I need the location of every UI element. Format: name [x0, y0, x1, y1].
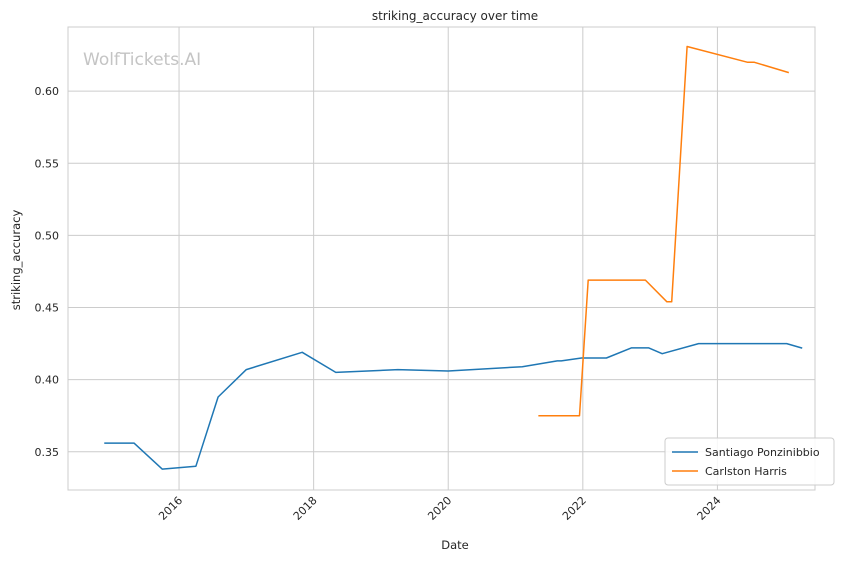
legend-label-carlston-harris: Carlston Harris — [705, 465, 787, 478]
series-lines — [104, 45, 803, 470]
y-tick-label: 0.40 — [35, 374, 60, 387]
y-tick-label: 0.50 — [35, 229, 60, 242]
legend-box — [664, 437, 835, 486]
y-tick-label: 0.55 — [35, 157, 60, 170]
y-tick-label: 0.35 — [35, 446, 60, 459]
series-line-santiago-ponzinibbio — [104, 342, 803, 470]
chart-title: striking_accuracy over time — [372, 9, 538, 23]
y-axis-label: striking_accuracy — [9, 210, 23, 311]
series-line-carlston-harris — [538, 45, 790, 417]
plot-area-frame — [67, 26, 816, 491]
y-tick-label: 0.60 — [35, 85, 60, 98]
grid — [68, 27, 815, 490]
y-tick-label: 0.45 — [35, 302, 60, 315]
legend: Santiago Ponzinibbio Carlston Harris — [664, 437, 835, 486]
legend-label-santiago-ponzinibbio: Santiago Ponzinibbio — [705, 446, 820, 459]
x-axis-label: Date — [441, 538, 469, 552]
watermark: WolfTickets.AI — [83, 50, 201, 70]
